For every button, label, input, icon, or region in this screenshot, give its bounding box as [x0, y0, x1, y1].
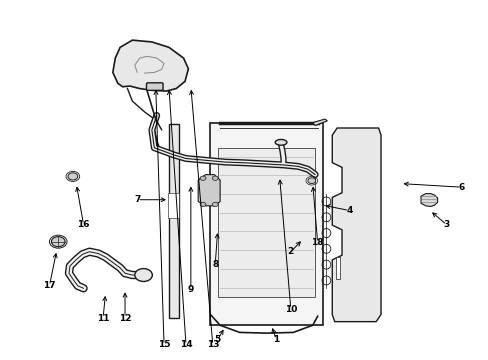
- Bar: [168, 125, 178, 318]
- Text: 16: 16: [77, 220, 90, 229]
- Polygon shape: [198, 175, 220, 206]
- Text: 1: 1: [272, 335, 279, 344]
- Text: 9: 9: [187, 285, 194, 294]
- Polygon shape: [312, 119, 327, 126]
- Text: 14: 14: [179, 341, 192, 350]
- Text: 2: 2: [287, 247, 293, 256]
- Bar: [210, 123, 322, 325]
- Circle shape: [68, 173, 78, 180]
- Circle shape: [135, 269, 152, 282]
- Circle shape: [212, 176, 218, 180]
- FancyBboxPatch shape: [146, 83, 163, 90]
- Text: 3: 3: [443, 220, 449, 229]
- Bar: [335, 257, 339, 279]
- Text: 8: 8: [212, 260, 218, 269]
- Text: 5: 5: [214, 335, 221, 344]
- Ellipse shape: [275, 139, 286, 145]
- Circle shape: [51, 237, 65, 247]
- Text: 10: 10: [284, 305, 296, 314]
- Circle shape: [200, 202, 205, 207]
- Text: 17: 17: [43, 281, 56, 290]
- Text: 4: 4: [346, 206, 352, 215]
- Polygon shape: [331, 128, 380, 321]
- Text: 13: 13: [206, 341, 219, 350]
- Polygon shape: [420, 194, 437, 207]
- Circle shape: [307, 178, 315, 184]
- Bar: [217, 148, 315, 297]
- Text: 12: 12: [119, 314, 131, 323]
- Circle shape: [200, 176, 205, 180]
- Polygon shape: [113, 40, 188, 91]
- Text: 6: 6: [457, 183, 464, 192]
- Bar: [168, 193, 179, 218]
- Circle shape: [212, 202, 218, 207]
- Text: 11: 11: [97, 314, 109, 323]
- Text: 18: 18: [311, 238, 323, 247]
- Text: 7: 7: [134, 195, 140, 204]
- Text: 15: 15: [158, 341, 170, 350]
